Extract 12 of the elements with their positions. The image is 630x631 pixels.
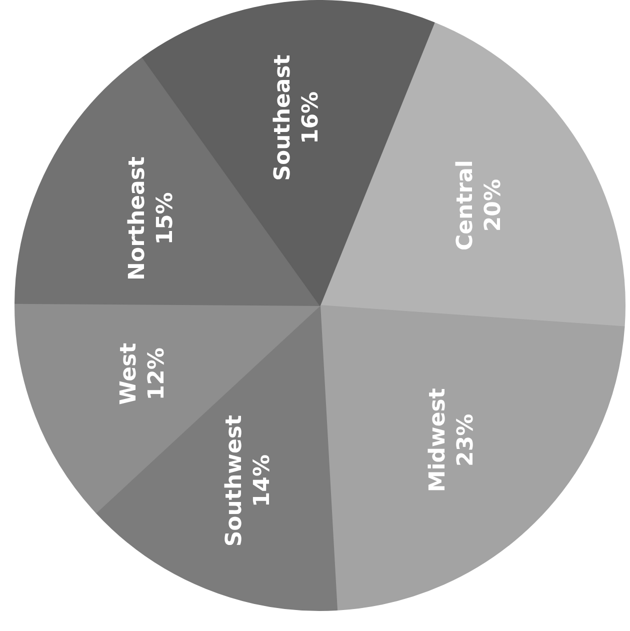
slice-label: Northeast <box>124 156 150 280</box>
data-label: 15% <box>152 192 178 245</box>
slice-label: Southeast <box>270 54 296 181</box>
slice-label: Central <box>453 160 478 251</box>
slice-label: Southwest <box>222 414 247 547</box>
data-label: 12% <box>144 348 170 400</box>
data-label: 16% <box>298 91 324 144</box>
data-label: 20% <box>481 178 506 232</box>
data-label: 14% <box>250 454 275 508</box>
data-label: 23% <box>453 414 478 466</box>
slice-label: West <box>116 342 142 405</box>
slice-label: Midwest <box>425 388 450 492</box>
